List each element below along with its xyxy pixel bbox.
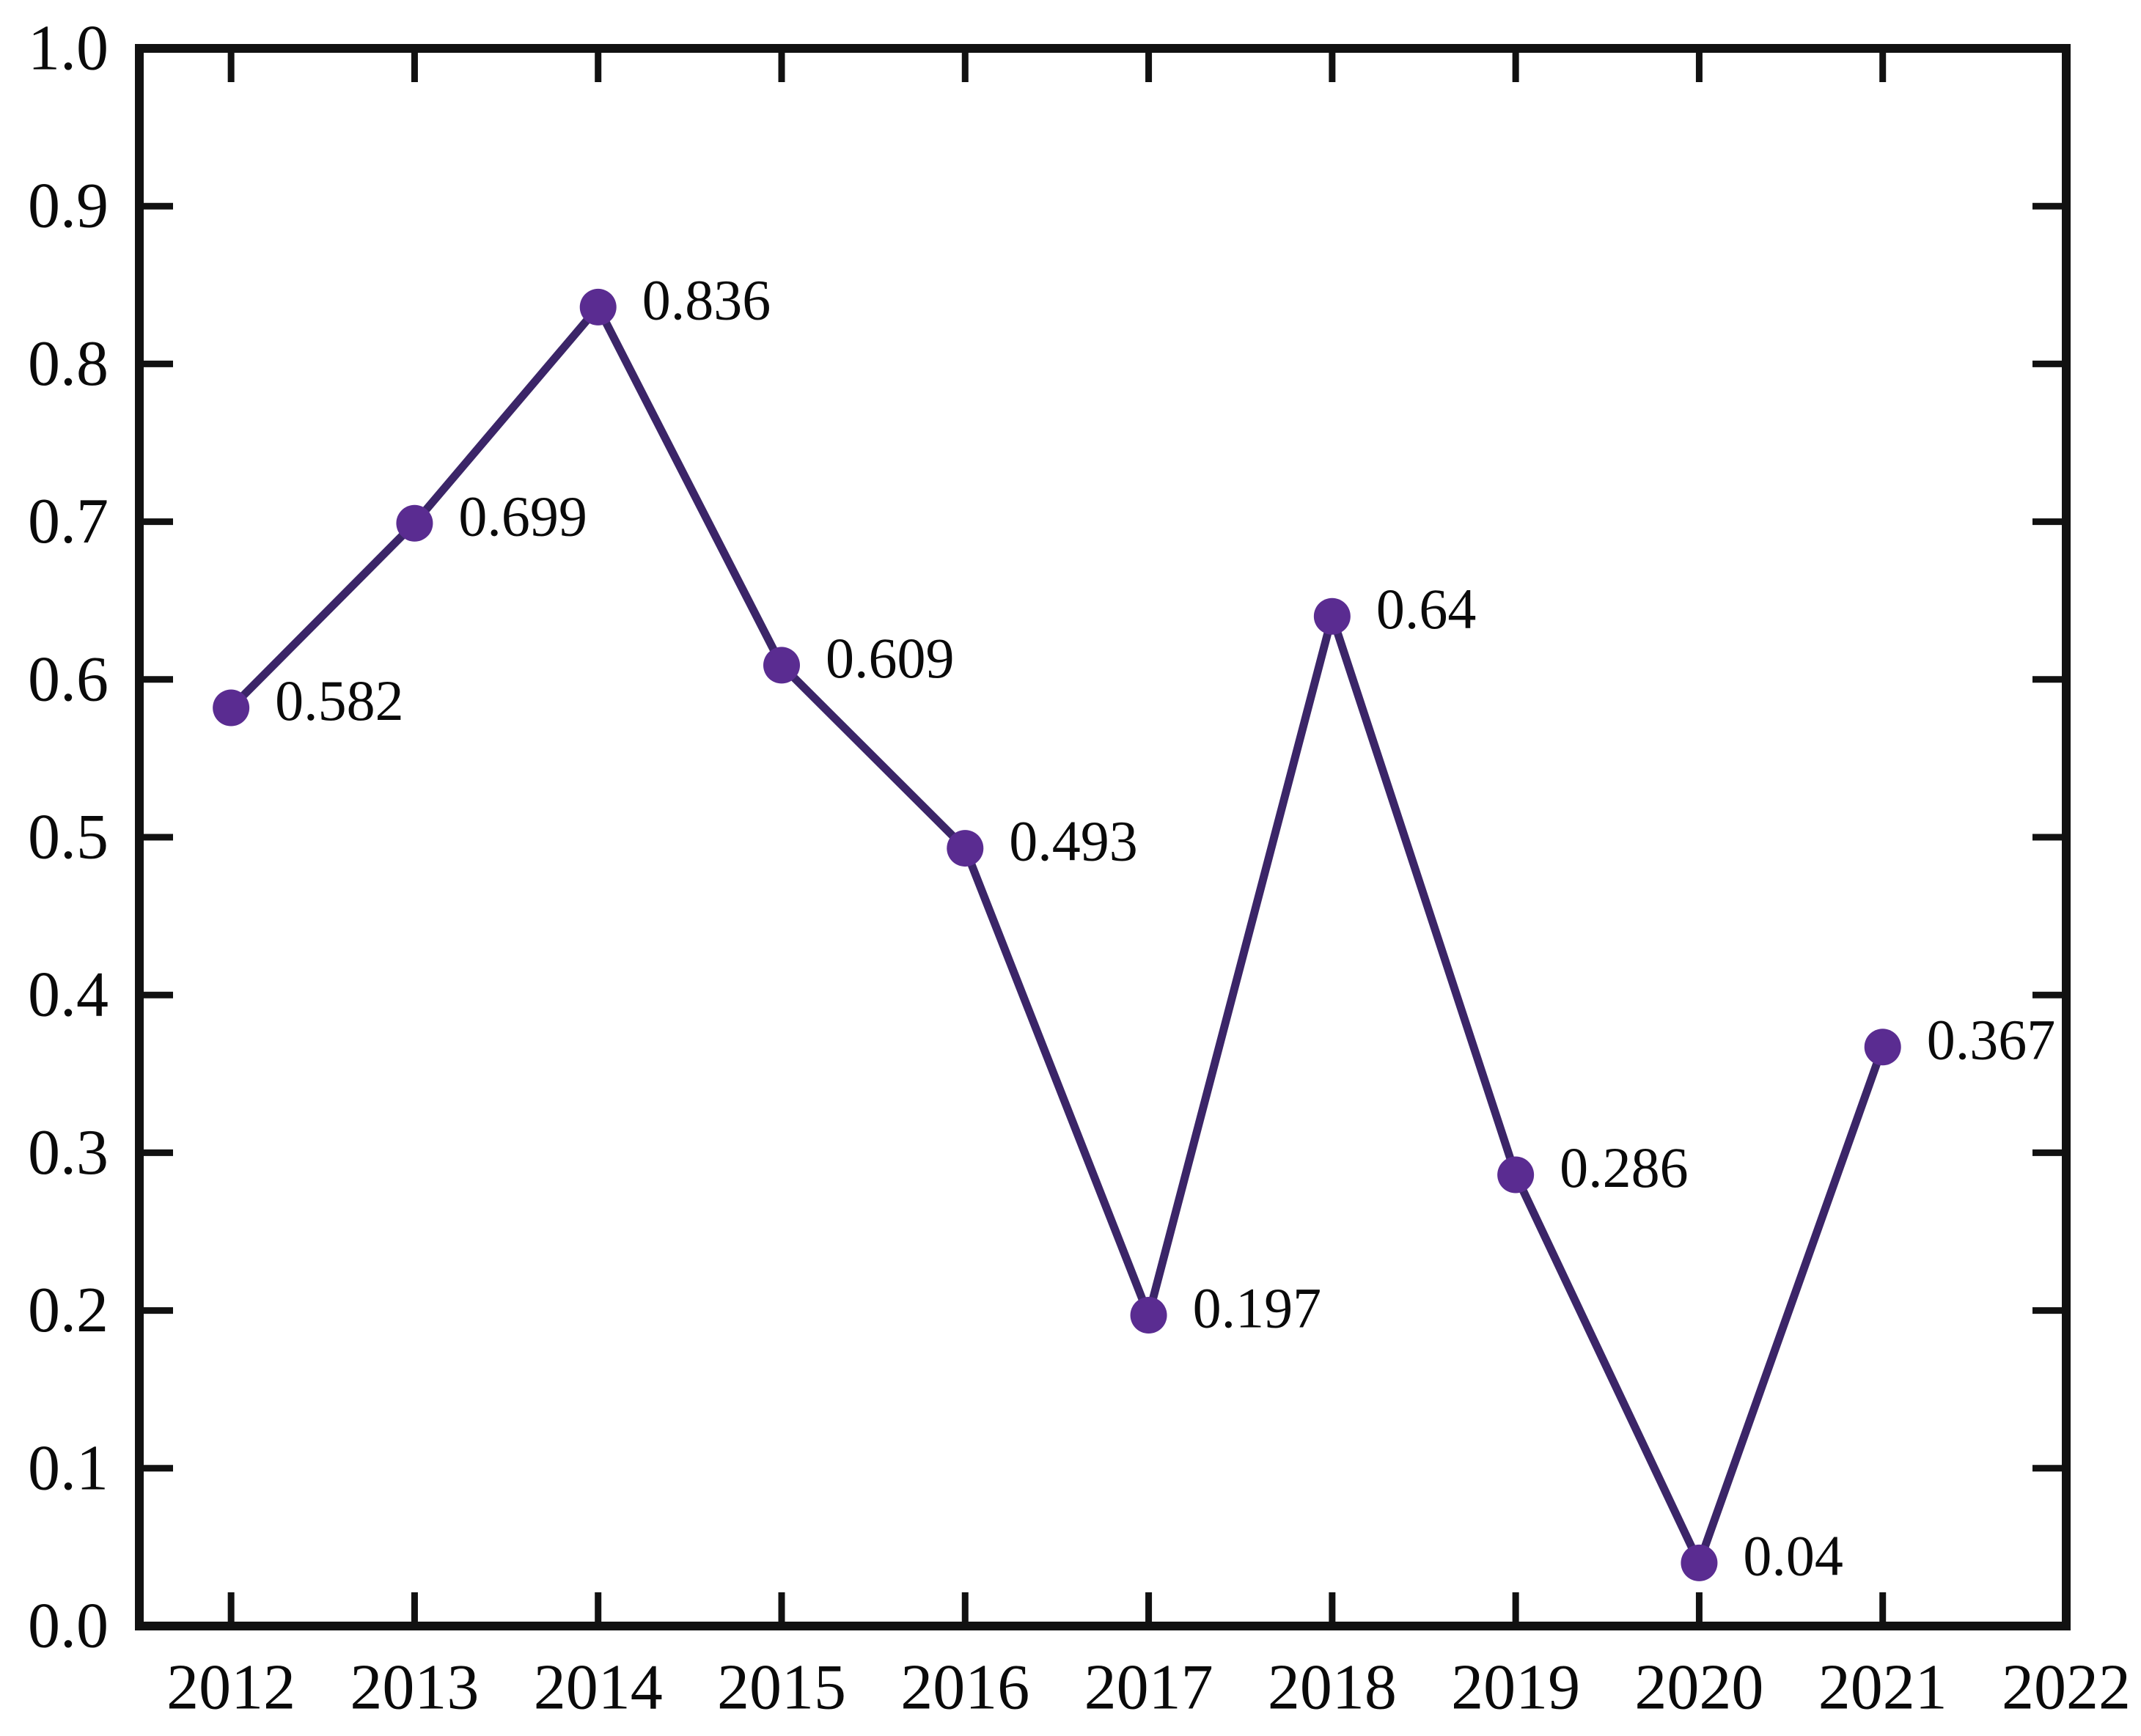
x-tick-label: 2020 <box>1634 1652 1763 1724</box>
data-point-marker <box>1681 1544 1718 1581</box>
data-point-label: 0.836 <box>642 268 771 331</box>
y-tick-label: 0.1 <box>28 1432 109 1504</box>
data-point-label: 0.64 <box>1376 577 1477 641</box>
data-point-label: 0.609 <box>826 626 955 690</box>
x-tick-label: 2014 <box>534 1652 663 1724</box>
y-tick-label: 0.2 <box>28 1275 109 1346</box>
y-tick-label: 0.3 <box>28 1117 109 1188</box>
x-axis-tick-labels: 2012 2013 2014 2015 2016 2017 2018 2019 2020 2021… <box>166 1652 2131 1724</box>
y-tick-label: 0.5 <box>28 802 109 873</box>
plot-border <box>135 44 2071 1630</box>
y-tick-label: 1.0 <box>28 13 109 84</box>
data-point-labels: 0.582 0.699 0.836 0.609 0.493 0.197 0.64 0.286 0… <box>275 268 2055 1587</box>
data-point-marker <box>947 830 984 867</box>
data-point-marker <box>1497 1156 1535 1194</box>
y-tick-label: 0.8 <box>28 328 109 400</box>
y-axis-ticks <box>139 202 2066 1472</box>
y-axis-tick-labels: 0.0 0.1 0.2 0.3 0.4 0.5 0.6 0.7 0.8 0.9 1.0 <box>28 13 109 1662</box>
x-tick-label: 2018 <box>1268 1652 1397 1724</box>
y-tick-label: 0.4 <box>28 960 109 1031</box>
x-tick-label: 2012 <box>166 1652 295 1724</box>
y-tick-label: 0.0 <box>28 1591 109 1662</box>
series-line <box>228 303 1887 1567</box>
x-tick-label: 2015 <box>717 1652 846 1724</box>
data-point-label: 0.286 <box>1560 1136 1689 1199</box>
data-point-marker <box>1313 597 1351 635</box>
data-point-marker <box>1130 1297 1167 1334</box>
data-point-label: 0.197 <box>1193 1276 1322 1340</box>
data-point-label: 0.582 <box>275 669 403 732</box>
data-point-marker <box>396 504 433 542</box>
data-point-label: 0.699 <box>458 484 587 548</box>
x-tick-label: 2013 <box>350 1652 479 1724</box>
data-point-label: 0.04 <box>1743 1523 1843 1587</box>
x-tick-label: 2021 <box>1818 1652 1947 1724</box>
data-point-marker <box>1864 1029 1901 1066</box>
axes-frame <box>135 44 2071 1630</box>
x-tick-label: 2017 <box>1084 1652 1213 1724</box>
y-tick-label: 0.6 <box>28 644 109 715</box>
x-tick-label: 2016 <box>900 1652 1029 1724</box>
data-point-label: 0.367 <box>1927 1008 2056 1072</box>
x-tick-label: 2019 <box>1451 1652 1580 1724</box>
data-point-label: 0.493 <box>1009 809 1138 873</box>
data-point-marker <box>579 288 617 326</box>
x-axis-ticks <box>227 48 1887 1626</box>
data-series <box>213 288 1901 1581</box>
data-point-marker <box>213 689 250 727</box>
y-tick-label: 0.9 <box>28 171 109 242</box>
y-tick-label: 0.7 <box>28 486 109 557</box>
x-tick-label: 2022 <box>2002 1652 2131 1724</box>
data-point-marker <box>763 647 800 684</box>
